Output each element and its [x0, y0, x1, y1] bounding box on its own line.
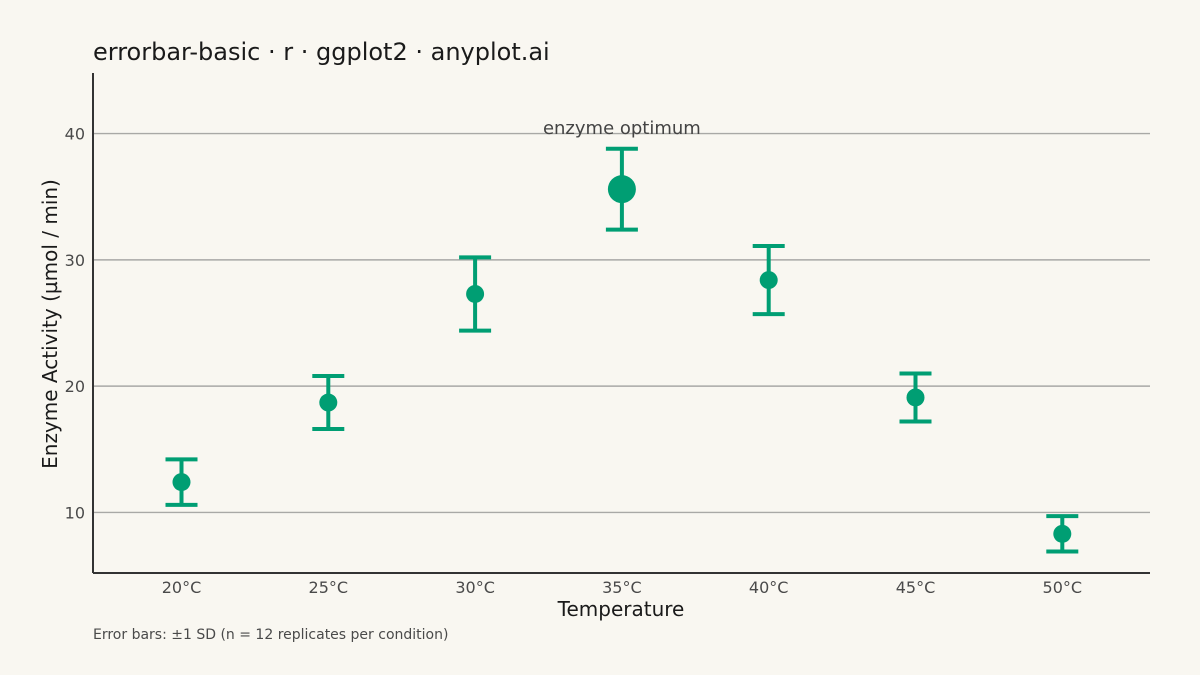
data-points: [172, 175, 1072, 543]
x-tick-label: 50°C: [1043, 578, 1083, 597]
y-tick-labels: 10 20 30 40: [65, 125, 85, 523]
x-tick-label: 20°C: [162, 578, 202, 597]
annotation-label: enzyme optimum: [543, 118, 701, 139]
data-point: [759, 271, 778, 290]
x-tick-label: 25°C: [309, 578, 349, 597]
grid-lines: [93, 132, 1150, 514]
y-tick-label: 40: [65, 125, 85, 144]
highlight-point: [607, 175, 636, 204]
y-tick-label: 10: [65, 503, 85, 522]
chart-caption: Error bars: ±1 SD (n = 12 replicates per…: [93, 627, 448, 643]
x-tick-label: 40°C: [749, 578, 789, 597]
y-tick-label: 30: [65, 251, 85, 270]
x-axis-title: Temperature: [557, 597, 685, 621]
y-axis-title: Enzyme Activity (µmol / min): [38, 179, 62, 469]
data-point: [466, 284, 485, 303]
x-tick-label: 35°C: [602, 578, 642, 597]
x-tick-label: 30°C: [455, 578, 495, 597]
chart-title: errorbar-basic · r · ggplot2 · anyplot.a…: [93, 38, 550, 66]
axes: [92, 73, 1150, 574]
x-tick-label: 45°C: [896, 578, 936, 597]
data-point: [319, 393, 338, 412]
error-bars: [165, 146, 1079, 554]
data-point: [906, 388, 925, 407]
x-tick-labels: 20°C 25°C 30°C 35°C 40°C 45°C 50°C: [162, 578, 1082, 597]
data-point: [172, 473, 191, 492]
y-tick-label: 20: [65, 377, 85, 396]
data-point: [1053, 524, 1072, 543]
